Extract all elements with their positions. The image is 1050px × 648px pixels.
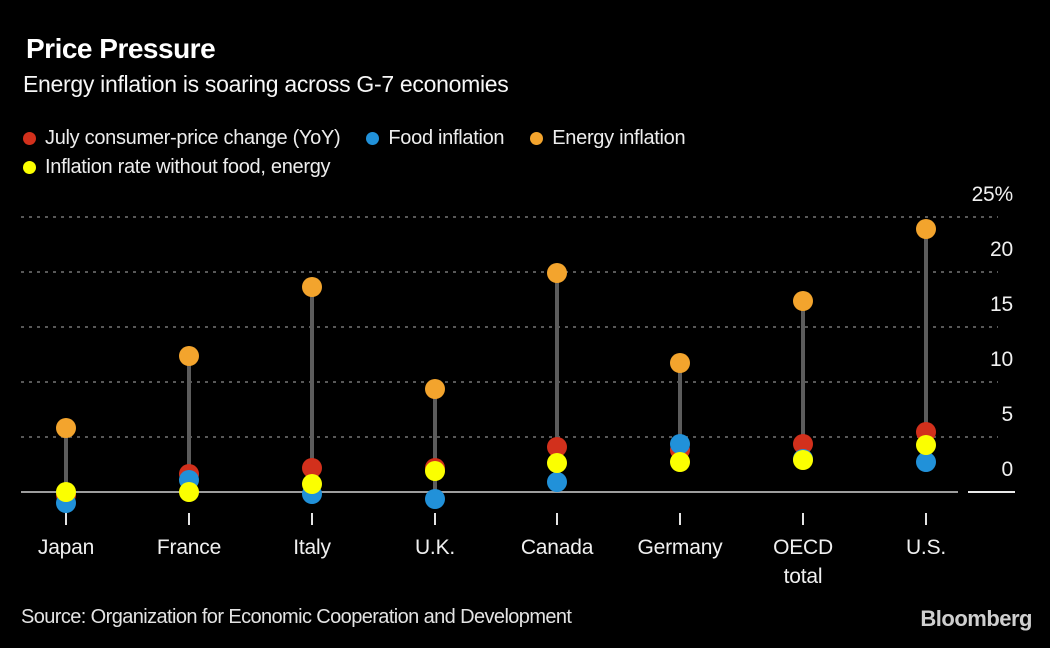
range-line (433, 389, 437, 499)
legend-label: July consumer-price change (YoY) (45, 127, 341, 149)
data-point-food (916, 452, 936, 472)
core-legend-dot-icon (23, 161, 36, 174)
data-point-energy (56, 418, 76, 438)
energy-legend-dot-icon (530, 132, 544, 145)
category-label: U.K. (414, 536, 456, 559)
legend-item-cpi: July consumer-price change (YoY) (23, 127, 341, 150)
legend-label: Food inflation (388, 127, 505, 149)
data-point-core (670, 452, 690, 472)
zero-baseline (21, 491, 958, 493)
data-point-energy (425, 379, 445, 399)
x-axis-tick (65, 513, 67, 525)
x-axis-tick (925, 513, 927, 525)
x-axis-tick (556, 513, 558, 525)
chart-title: Price Pressure (26, 33, 216, 64)
category-label: OECD total (773, 536, 833, 588)
range-line (310, 287, 314, 494)
x-axis-tick (188, 513, 190, 525)
gridline-10 (21, 381, 998, 383)
range-line (187, 356, 191, 492)
category-label: U.S. (905, 536, 947, 559)
zero-baseline-label-underline (968, 491, 1015, 493)
x-axis-tick (434, 513, 436, 525)
category-label: Germany (637, 536, 723, 559)
legend: July consumer-price change (YoY) Food inf… (23, 124, 686, 182)
data-point-food (670, 434, 690, 454)
data-point-core (425, 461, 445, 481)
range-line (924, 229, 928, 462)
data-point-core (793, 450, 813, 470)
y-axis-label-20: 20 (990, 238, 1013, 261)
gridline-5 (21, 436, 998, 438)
range-line (64, 428, 68, 503)
category-label: Canada (520, 536, 594, 559)
category-label: Japan (37, 536, 95, 559)
range-line (555, 273, 559, 482)
legend-item-food: Food inflation (366, 127, 505, 150)
y-axis-label-0: 0 (1001, 458, 1014, 481)
legend-item-core: Inflation rate without food, energy (23, 156, 331, 179)
category-label: France (156, 536, 222, 559)
data-point-core (916, 435, 936, 455)
legend-row: Inflation rate without food, energy (23, 153, 685, 182)
data-point-cpi (302, 458, 322, 478)
data-point-energy (916, 219, 936, 239)
data-point-energy (302, 277, 322, 297)
data-point-energy (793, 291, 813, 311)
data-point-core (302, 474, 322, 494)
food-legend-dot-icon (366, 132, 380, 145)
gridline-20 (21, 271, 998, 273)
data-point-core (56, 482, 76, 502)
bloomberg-logo: Bloomberg (920, 606, 1032, 631)
y-axis-label-15: 15 (990, 293, 1013, 316)
data-point-energy (547, 263, 567, 283)
x-axis-tick (311, 513, 313, 525)
legend-label: Inflation rate without food, energy (45, 156, 331, 178)
range-line (678, 363, 682, 462)
y-axis-label-25: 25% (971, 183, 1014, 206)
data-point-core (179, 482, 199, 502)
legend-item-energy: Energy inflation (530, 127, 686, 150)
cpi-legend-dot-icon (23, 132, 36, 145)
source-text: Source: Organization for Economic Cooper… (21, 606, 572, 628)
y-axis-label-10: 10 (990, 348, 1013, 371)
data-point-cpi (547, 437, 567, 457)
y-axis-label-5: 5 (1001, 403, 1014, 426)
x-axis-tick (679, 513, 681, 525)
range-line (801, 301, 805, 461)
chart-subtitle: Energy inflation is soaring across G-7 e… (23, 71, 509, 97)
legend-row: July consumer-price change (YoY) Food inf… (23, 124, 686, 153)
gridline-15 (21, 326, 998, 328)
category-label: Italy (293, 536, 331, 559)
data-point-core (547, 453, 567, 473)
data-point-energy (670, 353, 690, 373)
legend-label: Energy inflation (552, 127, 686, 149)
data-point-food (425, 489, 445, 509)
gridline-25 (21, 216, 998, 218)
data-point-energy (179, 346, 199, 366)
x-axis-tick (802, 513, 804, 525)
data-point-food (547, 472, 567, 492)
